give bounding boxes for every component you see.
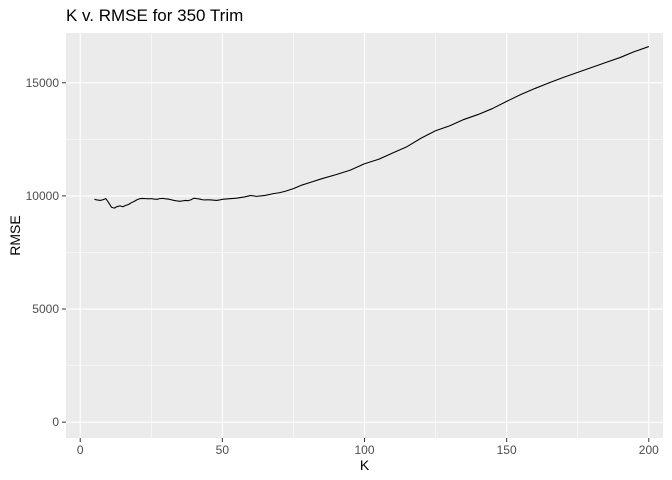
x-tick-label: 100 xyxy=(354,443,374,457)
x-axis-ticks: 0 50 100 150 200 xyxy=(77,438,659,457)
x-tick-label: 50 xyxy=(216,443,230,457)
major-gridlines xyxy=(66,33,663,438)
series-line xyxy=(94,46,649,209)
y-axis-title: RMSE xyxy=(7,215,23,255)
x-axis-title: K xyxy=(360,457,370,473)
y-tick-label: 10000 xyxy=(26,189,60,203)
x-tick-label: 150 xyxy=(497,443,517,457)
series-layer xyxy=(94,46,649,209)
chart-title: K v. RMSE for 350 Trim xyxy=(66,6,244,25)
x-tick-label: 200 xyxy=(639,443,659,457)
x-tick-label: 0 xyxy=(77,443,84,457)
y-tick-label: 15000 xyxy=(26,76,60,90)
y-tick-label: 0 xyxy=(52,415,59,429)
y-axis-ticks: 0 5000 10000 15000 xyxy=(26,76,66,429)
y-tick-label: 5000 xyxy=(32,302,59,316)
